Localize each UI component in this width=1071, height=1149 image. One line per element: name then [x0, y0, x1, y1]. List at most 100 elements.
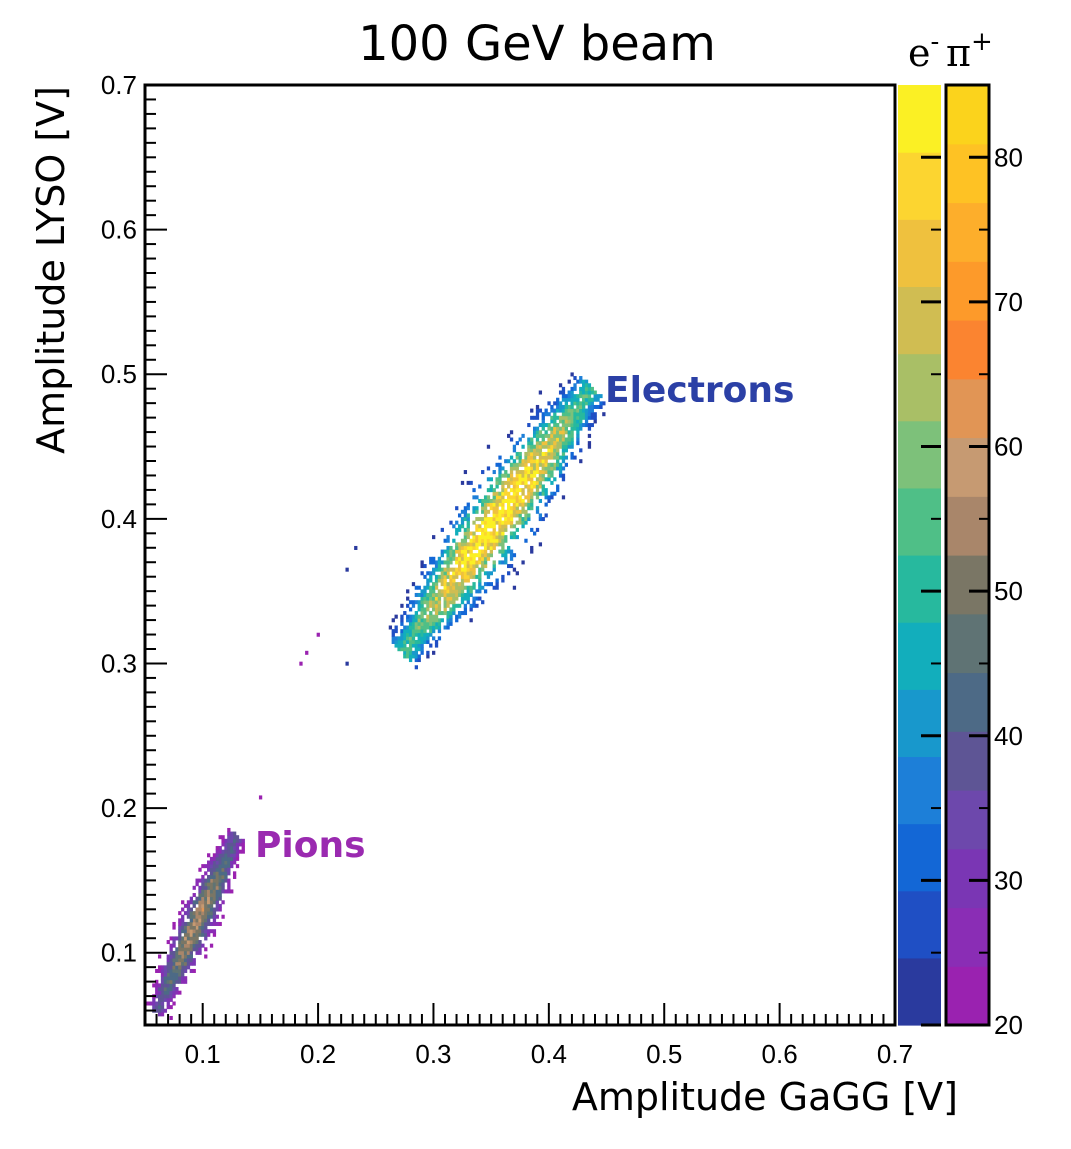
electron-bin: [570, 419, 574, 424]
electron-bin: [538, 451, 543, 456]
pion-bin: [215, 856, 219, 861]
electron-bin: [489, 488, 493, 493]
pion-bin: [181, 965, 185, 970]
electron-bin: [481, 542, 485, 547]
electron-bin: [472, 531, 476, 536]
colorbar-tick-label: 70: [994, 287, 1023, 317]
pion-bin: [232, 874, 237, 879]
electron-bin: [443, 600, 447, 605]
pion-bin: [181, 954, 185, 959]
electron-bin: [403, 632, 407, 637]
electron-bin: [507, 506, 511, 511]
electron-bin: [556, 430, 560, 435]
electron-bin: [420, 618, 424, 623]
electron-bin: [417, 621, 421, 626]
pion-bin: [221, 885, 225, 890]
electron-bin: [515, 462, 519, 467]
pion-bin: [201, 911, 205, 916]
electron-bin: [472, 582, 476, 587]
electron-bin: [507, 520, 511, 525]
pion-colorbar-swatch: [946, 496, 989, 556]
electron-bin: [426, 582, 430, 587]
colorbar-tick-label: 20: [994, 1010, 1023, 1040]
electron-bin: [518, 509, 522, 514]
y-tick-label: 0.6: [101, 215, 137, 245]
electron-bin: [576, 423, 580, 428]
electron-bin: [532, 491, 537, 496]
pion-bin: [232, 856, 237, 861]
electron-bin: [590, 390, 594, 395]
electron-bin: [558, 455, 563, 460]
electron-bin: [460, 553, 465, 558]
pion-bin: [212, 932, 217, 937]
electron-bin: [472, 600, 476, 605]
electron-bin: [532, 415, 537, 420]
pion-bin: [221, 864, 225, 869]
pion-bin: [299, 661, 303, 666]
electron-bin: [466, 571, 470, 576]
x-tick-label: 0.5: [646, 1039, 682, 1069]
pion-bin: [195, 932, 199, 937]
electron-bin: [440, 618, 444, 623]
electron-bin: [561, 495, 566, 500]
pion-bin: [181, 921, 185, 926]
electron-bin: [452, 571, 456, 576]
pion-bin: [160, 997, 165, 1002]
electron-bin: [457, 614, 462, 619]
electron-bin: [449, 578, 453, 583]
pion-bin: [172, 976, 176, 981]
pion-bin: [157, 968, 162, 973]
electron-bin: [478, 498, 482, 503]
electron-bin: [544, 477, 548, 482]
electron-bin: [573, 408, 577, 413]
electron-bin: [576, 401, 580, 406]
electron-bin: [535, 477, 540, 482]
electron-bin: [518, 459, 522, 464]
electron-bin: [556, 408, 560, 413]
electron-bin: [576, 415, 580, 420]
electron-bin: [472, 571, 476, 576]
electron-bin: [501, 535, 505, 540]
electron-bin: [481, 520, 485, 525]
electron-bin: [434, 625, 439, 630]
electron-bin: [567, 437, 571, 442]
pion-bin: [209, 856, 214, 861]
pion-bin: [215, 864, 219, 869]
electron-bin: [501, 488, 505, 493]
electron-bin: [426, 592, 430, 597]
electron-bin: [509, 477, 514, 482]
pion-bin: [198, 940, 202, 945]
pion-bin: [166, 968, 170, 973]
electron-bin: [440, 527, 444, 532]
electron-bin: [414, 629, 418, 634]
electron-bin: [429, 643, 433, 648]
electron-bin: [556, 433, 560, 438]
electron-bin: [564, 430, 568, 435]
electron-bin: [584, 394, 589, 399]
pion-bin: [186, 932, 191, 937]
electron-bin: [481, 600, 485, 605]
electron-bin: [423, 618, 427, 623]
electron-bin: [492, 502, 496, 507]
electron-bin: [553, 408, 557, 413]
pion-bin: [207, 882, 211, 887]
electron-bin: [449, 553, 453, 558]
pion-bin: [232, 831, 237, 836]
pion-bin: [186, 950, 191, 955]
electron-bin: [489, 553, 493, 558]
electron-bin: [460, 520, 465, 525]
electron-bin: [446, 535, 450, 540]
electron-bin: [434, 578, 439, 583]
electron-bin: [541, 444, 545, 449]
pion-bin: [157, 1005, 162, 1010]
electron-bin: [481, 564, 485, 569]
electron-bin: [509, 520, 514, 525]
electron-colorbar-swatch: [898, 689, 941, 758]
electron-bin: [495, 506, 499, 511]
electron-bin: [475, 527, 479, 532]
pion-bin: [224, 856, 228, 861]
electron-bin: [561, 433, 566, 438]
pion-bin: [155, 1008, 159, 1013]
electron-bin: [446, 600, 450, 605]
pion-bin: [186, 903, 191, 908]
